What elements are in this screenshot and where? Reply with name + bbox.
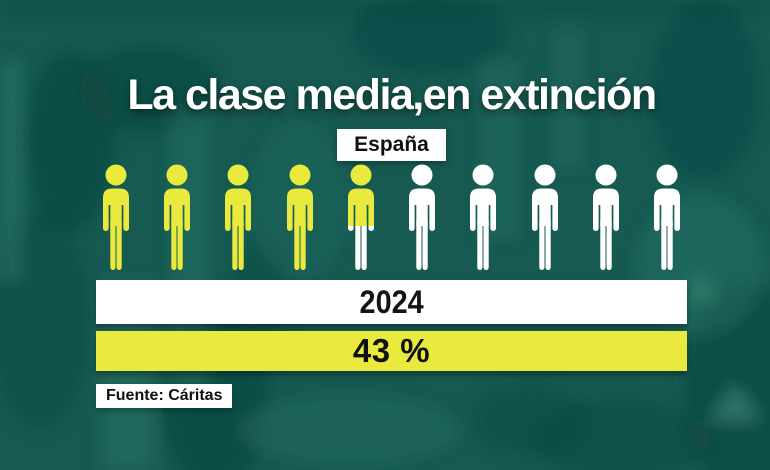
- region-badge: España: [337, 129, 446, 161]
- value-bar: 43 %: [96, 331, 687, 371]
- person-icon: [525, 164, 565, 270]
- year-bar: 2024: [96, 280, 687, 324]
- person-icon: [463, 164, 503, 270]
- person-icon: [586, 164, 626, 270]
- person-icon: [157, 164, 197, 270]
- content-column: La clase media,en extinción España 2024 …: [96, 0, 687, 408]
- pictogram-row: [96, 164, 687, 271]
- page-title: La clase media,en extinción: [127, 71, 657, 119]
- source-row: Fuente: Cáritas: [96, 384, 687, 408]
- source-badge: Fuente: Cáritas: [96, 384, 233, 408]
- year-label: 2024: [359, 283, 424, 320]
- person-icon: [218, 164, 258, 270]
- person-icon: [96, 164, 136, 270]
- person-icon: [402, 164, 442, 270]
- person-icon: [341, 164, 381, 270]
- person-icon: [647, 164, 687, 270]
- value-label: 43 %: [352, 332, 431, 369]
- person-icon: [280, 164, 320, 270]
